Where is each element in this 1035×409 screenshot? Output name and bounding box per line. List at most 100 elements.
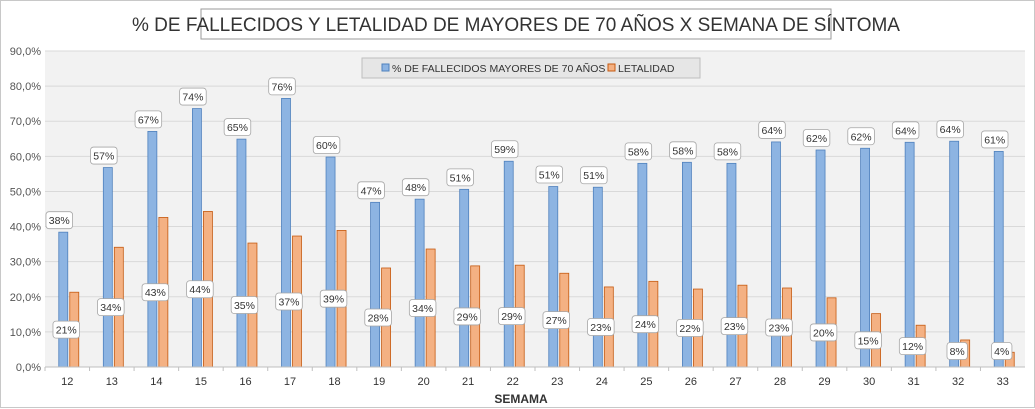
- data-label-text: 37%: [278, 297, 299, 309]
- data-label-text: 24%: [635, 319, 656, 331]
- bar-fallecidos: [102, 167, 113, 368]
- x-tick-label: 29: [818, 376, 830, 388]
- y-tick-label: 30,0%: [10, 257, 41, 269]
- data-label-box: [676, 319, 704, 337]
- data-label-box: [275, 292, 303, 311]
- data-label-fallecidos: 58%: [669, 141, 697, 160]
- data-label-fallecidos: 60%: [312, 136, 341, 154]
- data-label-fallecidos: 58%: [624, 142, 653, 161]
- data-label-box: [991, 342, 1013, 360]
- y-tick-label: 40,0%: [10, 222, 41, 234]
- data-label-letalidad: 21%: [52, 320, 80, 339]
- data-label-text: 22%: [679, 323, 700, 335]
- data-label-box: [319, 289, 348, 308]
- data-label-text: 64%: [761, 125, 782, 137]
- legend-swatch-letalidad: [607, 63, 616, 72]
- data-label-box: [357, 181, 385, 200]
- data-label-fallecidos: 47%: [357, 181, 385, 200]
- data-label-box: [631, 315, 660, 334]
- data-label-box: [936, 120, 964, 139]
- data-label-letalidad: 28%: [364, 308, 392, 327]
- data-label-box: [268, 77, 296, 96]
- data-label-letalidad: 44%: [186, 280, 214, 299]
- data-label-text: 43%: [145, 287, 166, 299]
- data-label-text: 51%: [539, 170, 560, 182]
- data-label-text: 74%: [182, 92, 203, 104]
- y-tick-label: 20,0%: [10, 292, 41, 304]
- x-tick-label: 18: [328, 376, 340, 388]
- bar-fallecidos: [370, 201, 380, 368]
- data-label-letalidad: 22%: [676, 319, 704, 337]
- data-label-text: 8%: [950, 346, 965, 358]
- data-label-text: 58%: [672, 145, 693, 157]
- bar-fallecidos: [904, 141, 915, 368]
- bar-fallecidos: [993, 151, 1004, 368]
- data-label-letalidad: 27%: [542, 311, 570, 330]
- data-label-fallecidos: 57%: [90, 146, 118, 165]
- data-label-box: [446, 168, 474, 187]
- data-label-box: [230, 296, 259, 314]
- data-label-box: [179, 87, 207, 106]
- data-label-box: [847, 127, 875, 146]
- data-label-box: [802, 129, 831, 147]
- data-label-text: 64%: [940, 124, 961, 136]
- x-axis-ticks: 12 13 14 15 16 17 18 19 20 21 22 23 24 25 26 27 28 29 30 31…: [44, 367, 1009, 388]
- data-label-text: 58%: [717, 146, 738, 158]
- x-tick-label: 15: [195, 376, 207, 388]
- data-label-box: [898, 337, 927, 356]
- data-label-text: 62%: [851, 131, 872, 143]
- data-label-box: [542, 311, 570, 330]
- y-tick-label: 0,0%: [16, 362, 41, 374]
- data-label-letalidad: 34%: [408, 299, 437, 317]
- data-label-text: 12%: [902, 341, 923, 353]
- data-label-fallecidos: 38%: [45, 211, 73, 230]
- x-tick-label: 22: [507, 376, 519, 388]
- data-label-box: [186, 280, 214, 299]
- data-label-text: 62%: [806, 133, 827, 145]
- data-label-text: 23%: [768, 323, 789, 335]
- y-tick-label: 90,0%: [10, 46, 41, 58]
- data-label-text: 4%: [994, 346, 1009, 358]
- x-tick-label: 20: [418, 376, 430, 388]
- data-label-text: 58%: [628, 146, 649, 158]
- y-tick-label: 60,0%: [10, 151, 41, 163]
- data-label-letalidad: 35%: [230, 296, 259, 314]
- y-tick-label: 10,0%: [10, 327, 41, 339]
- data-label-letalidad: 43%: [141, 283, 170, 302]
- x-tick-label: 14: [150, 376, 162, 388]
- data-label-box: [45, 211, 73, 230]
- data-label-text: 57%: [93, 151, 114, 163]
- data-label-fallecidos: 62%: [802, 129, 831, 147]
- data-label-box: [364, 308, 392, 327]
- chart-title: % DE FALLECIDOS Y LETALIDAD DE MAYORES D…: [132, 14, 900, 36]
- data-label-text: 64%: [895, 125, 916, 137]
- data-label-text: 38%: [49, 215, 70, 227]
- data-label-text: 28%: [368, 312, 389, 324]
- data-label-letalidad: 23%: [720, 317, 749, 335]
- data-label-box: [491, 140, 519, 159]
- data-label-box: [758, 121, 786, 139]
- data-label-fallecidos: 74%: [179, 87, 207, 106]
- data-label-text: 51%: [450, 172, 471, 184]
- data-label-fallecidos: 64%: [758, 121, 786, 139]
- x-tick-label: 17: [284, 376, 296, 388]
- data-label-letalidad: 20%: [809, 323, 838, 342]
- data-label-text: 44%: [189, 284, 210, 296]
- data-label-text: 21%: [56, 325, 77, 337]
- chart-title-group: % DE FALLECIDOS Y LETALIDAD DE MAYORES D…: [132, 8, 900, 40]
- legend-box: [361, 57, 701, 79]
- x-tick-label: 13: [106, 376, 118, 388]
- data-label-text: 34%: [412, 303, 433, 315]
- data-label-box: [90, 146, 118, 165]
- x-tick-label: 27: [729, 376, 741, 388]
- data-label-box: [624, 142, 653, 161]
- data-label-box: [52, 320, 80, 339]
- data-label-box: [223, 118, 252, 137]
- data-label-letalidad: 12%: [898, 337, 927, 356]
- legend-label-fallecidos: % DE FALLECIDOS MAYORES DE 70 AÑOS: [392, 62, 605, 75]
- data-label-text: 51%: [583, 170, 604, 182]
- data-label-layer: 38% 57% 67% 74% 65% 76% 60% 47% 48% 51% 59% 51% 51% 5…: [45, 77, 1013, 360]
- data-label-box: [453, 307, 481, 326]
- data-label-text: 23%: [724, 321, 745, 333]
